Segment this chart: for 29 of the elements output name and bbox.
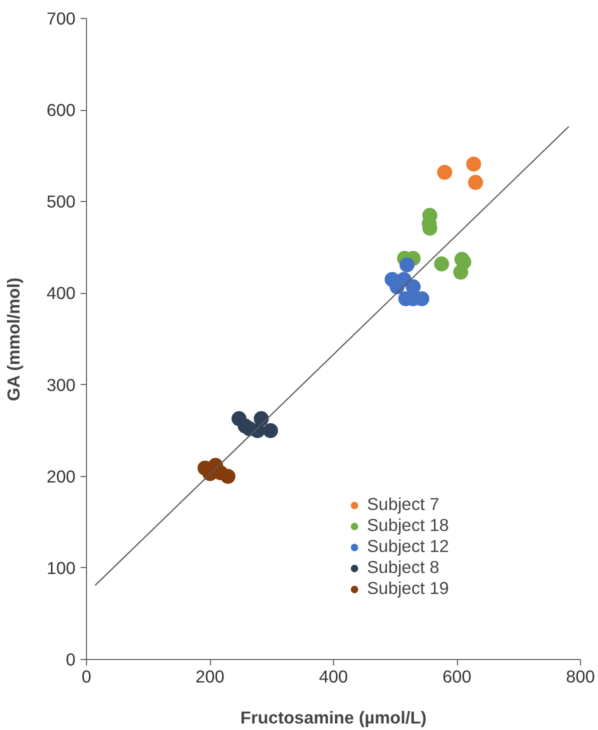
legend-label: Subject 8 bbox=[367, 557, 440, 578]
point bbox=[466, 156, 482, 172]
y-tick-label: 600 bbox=[46, 100, 76, 120]
x-axis-title: Fructosamine (µmol/L) bbox=[240, 708, 427, 728]
point bbox=[238, 418, 253, 434]
point bbox=[453, 264, 468, 280]
legend-label: Subject 18 bbox=[367, 515, 449, 536]
y-tick-label: 100 bbox=[46, 558, 76, 578]
y-tick-label: 500 bbox=[46, 192, 76, 212]
point bbox=[468, 174, 484, 190]
x-tick-label: 0 bbox=[82, 666, 92, 686]
point bbox=[220, 468, 236, 484]
y-tick-label: 400 bbox=[46, 283, 76, 304]
x-tick-label: 400 bbox=[319, 666, 348, 686]
x-tick-label: 800 bbox=[566, 666, 595, 686]
y-tick-label: 700 bbox=[46, 8, 76, 28]
x-tick-label: 200 bbox=[196, 666, 224, 686]
y-tick-label: 300 bbox=[46, 374, 76, 395]
y-axis-title: GA (mmol/mol) bbox=[4, 278, 24, 402]
point bbox=[399, 257, 414, 272]
point bbox=[263, 423, 278, 438]
x-tick-label: 600 bbox=[442, 666, 472, 686]
point bbox=[437, 164, 452, 180]
y-tick-label: 0 bbox=[66, 650, 76, 670]
legend-label: Subject 19 bbox=[367, 578, 449, 599]
point bbox=[434, 256, 450, 272]
y-tick-label: 200 bbox=[46, 466, 76, 486]
legend-label: Subject 12 bbox=[367, 536, 449, 557]
legend-label: Subject 7 bbox=[367, 494, 440, 515]
